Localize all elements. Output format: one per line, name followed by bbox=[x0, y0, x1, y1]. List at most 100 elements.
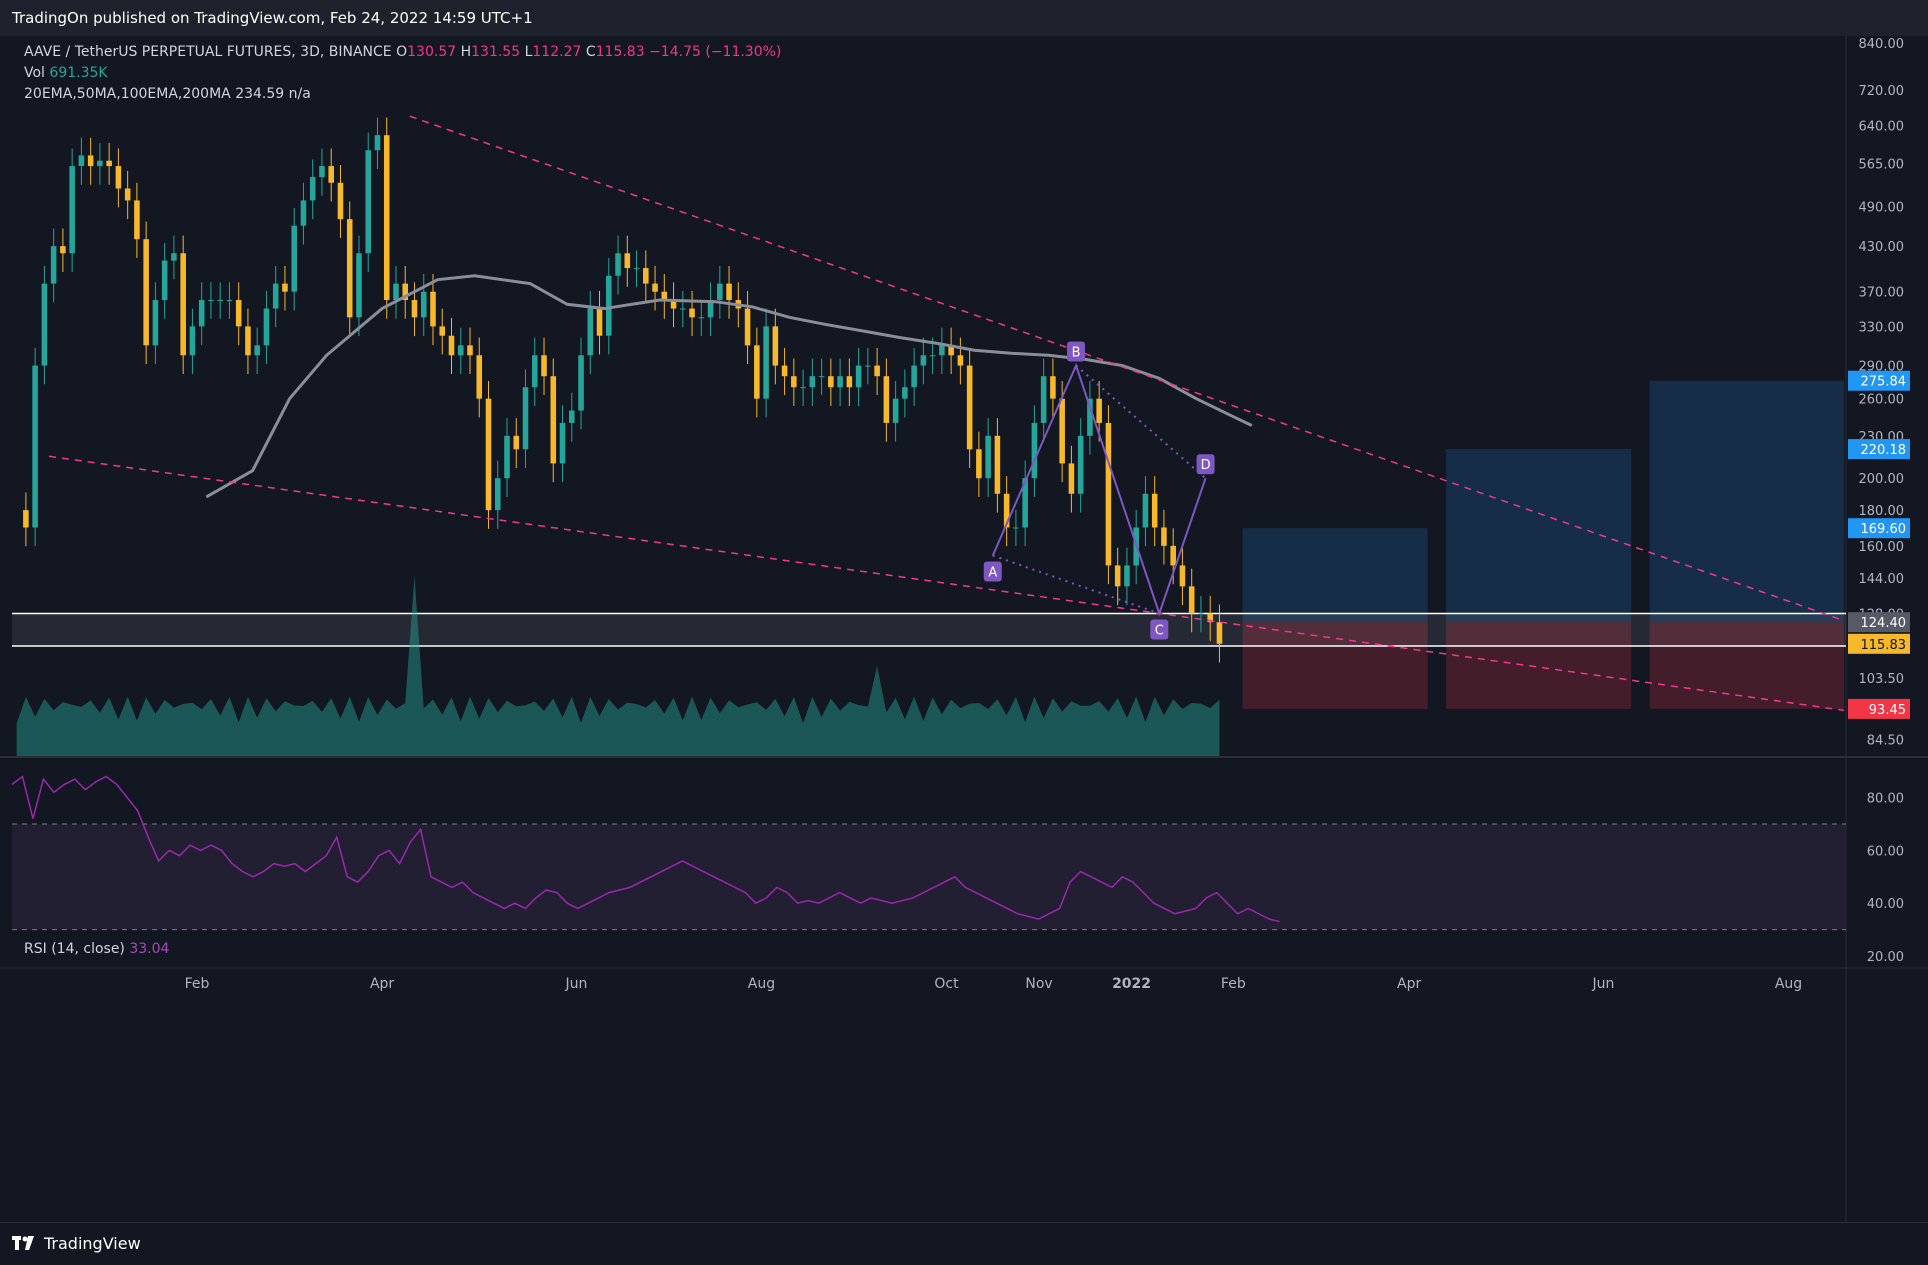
candle-body bbox=[476, 355, 483, 399]
candle-body bbox=[1068, 463, 1075, 494]
time-tick-label: Apr bbox=[370, 976, 394, 992]
candle-body bbox=[541, 355, 547, 377]
candle-body bbox=[1216, 622, 1223, 644]
position-stop-zone bbox=[1649, 622, 1844, 709]
candle-body bbox=[152, 300, 159, 346]
candle-body bbox=[32, 365, 38, 528]
candle-body bbox=[143, 239, 149, 346]
high-value: 131.55 bbox=[471, 44, 521, 60]
time-tick-label: Jun bbox=[564, 976, 587, 992]
candle-body bbox=[809, 376, 816, 388]
time-tick-label: 2022 bbox=[1112, 976, 1151, 992]
candle-body bbox=[781, 365, 788, 377]
candle-body bbox=[865, 365, 871, 367]
candle-body bbox=[569, 410, 575, 423]
abcd-pattern-line bbox=[991, 362, 1207, 617]
time-tick-label: Feb bbox=[185, 976, 210, 992]
candle-body bbox=[920, 355, 927, 366]
price-label-text: 169.60 bbox=[1861, 522, 1907, 537]
candle-body bbox=[356, 253, 362, 318]
pattern-label-box bbox=[1067, 341, 1086, 362]
open-label: O bbox=[396, 44, 408, 60]
time-tick-label: Apr bbox=[1397, 976, 1421, 992]
candle-body bbox=[254, 345, 260, 356]
candle-body bbox=[698, 317, 705, 319]
candle-body bbox=[411, 300, 418, 318]
low-label: L bbox=[524, 44, 533, 60]
price-tick-label: 200.00 bbox=[1859, 472, 1905, 487]
chart-svg[interactable]: A B C D 840.00 720.00 640.00 565.00 490.00 430.00… bbox=[0, 36, 1928, 1222]
support-zone bbox=[12, 613, 1846, 646]
candle-body bbox=[78, 155, 85, 167]
pattern-label-c: C bbox=[1155, 624, 1164, 639]
close-label: C bbox=[585, 44, 596, 60]
candle-body bbox=[115, 166, 122, 189]
candle-body bbox=[328, 166, 334, 183]
candle-body bbox=[69, 166, 75, 254]
candle-body bbox=[97, 160, 103, 167]
candle-body bbox=[513, 435, 520, 450]
abcd-ac-dotted bbox=[992, 554, 1160, 615]
candle-body bbox=[41, 283, 48, 366]
price-label-text: 275.84 bbox=[1861, 375, 1907, 390]
volume-value: 691.35K bbox=[49, 65, 108, 81]
price-label-text: 124.40 bbox=[1861, 616, 1907, 631]
symbol-name: AAVE / TetherUS PERPETUAL FUTURES, 3D, B… bbox=[24, 44, 392, 60]
footer: TradingView bbox=[0, 1222, 1928, 1265]
volume-area bbox=[16, 576, 1220, 756]
candle-body bbox=[504, 435, 510, 479]
candle-body bbox=[87, 155, 94, 167]
price-tick-label: 565.00 bbox=[1859, 157, 1905, 172]
candle-body bbox=[744, 308, 751, 346]
moving-average-line bbox=[205, 274, 1253, 499]
candle-body bbox=[763, 326, 769, 399]
rsi-tick-label: 60.00 bbox=[1867, 844, 1904, 859]
rsi-legend: RSI (14, close) 33.04 bbox=[24, 941, 169, 957]
candle-body bbox=[661, 291, 668, 301]
candle-body bbox=[1179, 565, 1186, 587]
chart-area[interactable]: A B C D 840.00 720.00 640.00 565.00 490.00 430.00… bbox=[0, 36, 1928, 1222]
position-target-zone bbox=[1649, 380, 1844, 623]
candle-body bbox=[818, 376, 825, 378]
candle-body bbox=[633, 268, 640, 270]
candle-body bbox=[1105, 422, 1112, 566]
candle-body bbox=[1022, 478, 1028, 528]
candle-body bbox=[985, 435, 991, 479]
candle-body bbox=[615, 253, 621, 276]
price-tick-label: 260.00 bbox=[1859, 393, 1905, 408]
candle-body bbox=[587, 308, 594, 356]
candle-body bbox=[402, 283, 409, 301]
pattern-label-box bbox=[1196, 454, 1215, 475]
candle-body bbox=[522, 387, 529, 450]
candle-body bbox=[1077, 435, 1084, 494]
trendline bbox=[48, 455, 1845, 712]
candle-body bbox=[837, 376, 843, 388]
candle-body bbox=[624, 253, 631, 269]
candle-body bbox=[652, 283, 658, 292]
candle-body bbox=[1050, 376, 1056, 399]
price-label-text: 93.45 bbox=[1869, 703, 1906, 718]
candle-body bbox=[393, 283, 399, 301]
tradingview-logo-icon bbox=[12, 1235, 34, 1250]
candle-body bbox=[800, 387, 806, 389]
candle-body bbox=[966, 365, 973, 450]
price-tick-label: 103.50 bbox=[1859, 672, 1905, 687]
candle-body bbox=[1207, 613, 1213, 623]
price-tick-label: 180.00 bbox=[1859, 504, 1905, 519]
price-label-box bbox=[1848, 439, 1910, 460]
price-tick-label: 840.00 bbox=[1859, 37, 1905, 52]
rsi-line bbox=[11, 775, 1280, 923]
chart-background bbox=[0, 36, 1928, 1222]
candle-body bbox=[892, 398, 899, 423]
candle-body bbox=[994, 435, 1001, 494]
candle-body bbox=[124, 188, 131, 201]
price-label-box bbox=[1848, 370, 1910, 391]
candle-body bbox=[235, 300, 242, 327]
candle-body bbox=[457, 345, 464, 356]
price-label-box bbox=[1848, 518, 1910, 539]
candle-body bbox=[791, 376, 797, 388]
candle-body bbox=[1170, 545, 1176, 566]
candle-body bbox=[245, 326, 251, 356]
candle-body bbox=[689, 308, 695, 318]
tradingview-brand[interactable]: TradingView bbox=[12, 1234, 141, 1253]
